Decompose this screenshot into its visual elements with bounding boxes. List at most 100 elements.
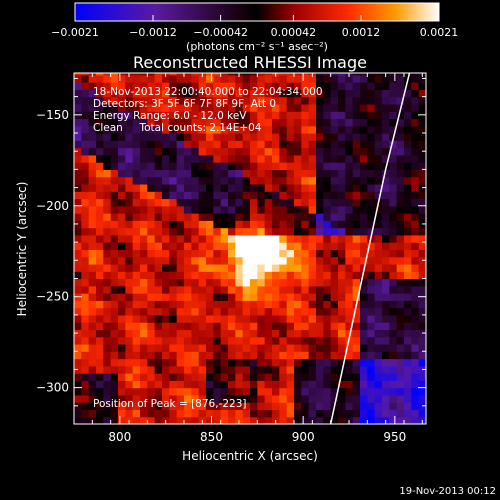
heatmap-cell: [206, 234, 214, 243]
heatmap-cell: [110, 205, 119, 214]
heatmap-cell: [184, 154, 192, 163]
heatmap-cell: [389, 249, 398, 258]
heatmap-cell: [118, 89, 126, 98]
heatmap-cell: [132, 380, 141, 389]
heatmap-cell: [396, 118, 405, 127]
solar-limb-curve: [329, 73, 411, 424]
heatmap-cell: [169, 176, 178, 185]
heatmap-cell: [294, 409, 302, 418]
heatmap-cell: [374, 73, 383, 76]
heatmap-cell: [96, 162, 104, 170]
heatmap-cell: [330, 234, 339, 243]
heatmap-cell: [404, 162, 412, 170]
heatmap-cell: [213, 329, 222, 338]
heatmap-cell: [389, 322, 398, 331]
heatmap-cell: [228, 263, 236, 272]
heatmap-cell: [169, 125, 178, 134]
heatmap-cell: [96, 198, 104, 207]
heatmap-cell: [242, 343, 251, 352]
heatmap-cell: [374, 249, 383, 258]
heatmap-cell: [88, 103, 97, 112]
colorbar-tick-label: −0.0012: [129, 26, 177, 39]
heatmap-cell: [220, 118, 229, 127]
heatmap-cell: [264, 322, 273, 331]
heatmap-cell: [74, 205, 82, 214]
heatmap-cell: [198, 285, 207, 294]
heatmap-cell: [294, 329, 302, 338]
heatmap-cell: [411, 242, 420, 251]
heatmap-cell: [323, 365, 332, 374]
heatmap-cell: [125, 125, 134, 134]
heatmap-cell: [272, 365, 280, 374]
heatmap-cell: [257, 191, 266, 200]
heatmap-cell: [264, 314, 273, 323]
heatmap-cell: [382, 183, 390, 192]
heatmap-cell: [382, 322, 390, 331]
heatmap-cell: [81, 402, 90, 411]
heatmap-cell: [206, 373, 214, 381]
heatmap-cell: [118, 256, 126, 265]
heatmap-cell: [118, 191, 126, 200]
heatmap-cell: [162, 111, 170, 120]
heatmap-cell: [169, 343, 178, 352]
heatmap-cell: [411, 387, 420, 396]
heatmap-cell: [367, 373, 376, 381]
heatmap-cell: [103, 147, 112, 156]
heatmap-cell: [316, 293, 324, 301]
heatmap-cell: [360, 307, 368, 316]
heatmap-cell: [184, 256, 192, 265]
heatmap-cell: [301, 380, 310, 389]
heatmap-cell: [345, 394, 354, 403]
heatmap-cell: [279, 285, 288, 294]
heatmap-cell: [206, 351, 214, 360]
heatmap-cell: [367, 351, 376, 360]
heatmap-cell: [198, 213, 207, 221]
heatmap-cell: [118, 300, 126, 309]
heatmap-cell: [103, 358, 112, 367]
heatmap-cell: [206, 227, 214, 236]
heatmap-cell: [330, 147, 339, 156]
heatmap-cell: [184, 162, 192, 170]
heatmap-cell: [308, 300, 317, 309]
heatmap-cell: [367, 242, 376, 251]
heatmap-cell: [103, 198, 112, 207]
heatmap-cell: [74, 336, 82, 345]
heatmap-cell: [169, 74, 178, 83]
annotation-time-range: 18-Nov-2013 22:00:40.000 to 22:04:34.000: [93, 86, 323, 98]
heatmap-cell: [228, 111, 236, 120]
heatmap-cell: [411, 125, 420, 134]
heatmap-cell: [147, 365, 156, 374]
heatmap-cell: [235, 394, 244, 403]
heatmap-cell: [330, 373, 339, 381]
heatmap-cell: [396, 205, 405, 214]
heatmap-cell: [316, 343, 324, 352]
heatmap-cell: [162, 263, 170, 272]
heatmap-cell: [345, 285, 354, 294]
heatmap-cell: [191, 213, 200, 221]
heatmap-cell: [264, 82, 273, 90]
heatmap-cell: [316, 234, 324, 243]
heatmap-cell: [235, 285, 244, 294]
heatmap-cell: [118, 242, 126, 251]
heatmap-cell: [198, 103, 207, 112]
heatmap-cell: [88, 154, 97, 163]
heatmap-cell: [411, 351, 420, 360]
heatmap-cell: [235, 380, 244, 389]
heatmap-cell: [228, 89, 236, 98]
heatmap-cell: [74, 278, 82, 287]
heatmap-cell: [88, 227, 97, 236]
heatmap-cell: [301, 111, 310, 120]
heatmap-cell: [345, 293, 354, 301]
heatmap-cell: [220, 256, 229, 265]
heatmap-cell: [147, 140, 156, 149]
heatmap-cell: [257, 125, 266, 134]
heatmap-cell: [154, 198, 163, 207]
heatmap-cell: [125, 402, 134, 411]
heatmap-cell: [140, 198, 148, 207]
heatmap-cell: [316, 416, 324, 424]
heatmap-cell: [382, 402, 390, 411]
heatmap-cell: [286, 394, 295, 403]
heatmap-cell: [272, 329, 280, 338]
heatmap-cell: [418, 249, 426, 258]
heatmap-cell: [220, 176, 229, 185]
